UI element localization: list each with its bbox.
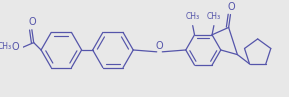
Text: O: O (11, 42, 19, 52)
Text: CH₃: CH₃ (186, 12, 200, 21)
Text: O: O (227, 2, 235, 12)
Text: O: O (29, 17, 37, 27)
Text: CH₃: CH₃ (0, 42, 12, 51)
Text: O: O (156, 41, 163, 51)
Text: CH₃: CH₃ (207, 12, 221, 21)
